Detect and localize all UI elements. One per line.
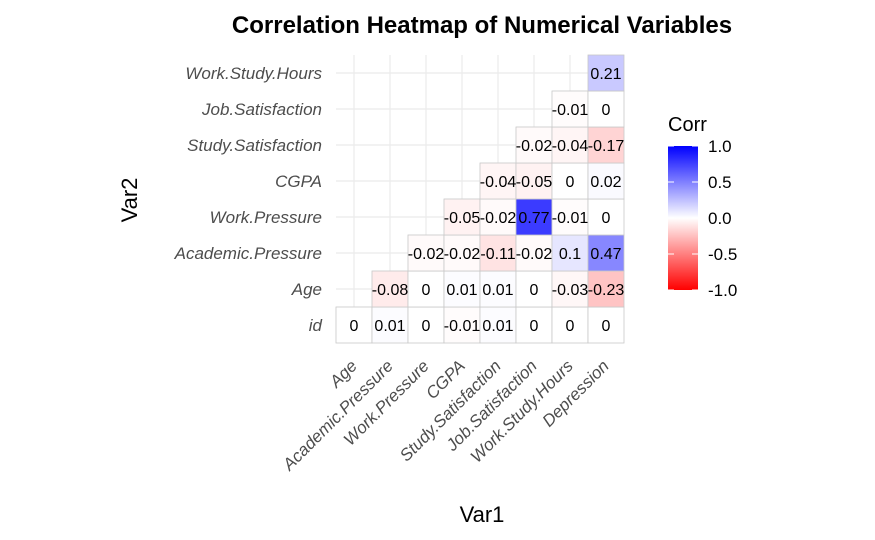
heatmap-cell — [371, 270, 409, 308]
cell-value-label: -0.02 — [516, 246, 553, 263]
cell-value-label: 0 — [602, 318, 611, 335]
y-tick-label: Study.Satisfaction — [187, 136, 322, 155]
cell-value-label: -0.05 — [516, 174, 553, 191]
legend-tick-label: 1.0 — [708, 137, 732, 156]
cell-value-label: 0.01 — [482, 282, 513, 299]
cell-value-label: -0.11 — [480, 246, 515, 263]
cell-value-label: 0 — [566, 318, 575, 335]
legend-tick-label: -1.0 — [708, 281, 737, 300]
heatmap-cell — [479, 162, 517, 200]
heatmap-cell — [587, 306, 625, 344]
heatmap-cell — [479, 306, 517, 344]
cell-value-label: -0.02 — [408, 246, 445, 263]
heatmap-cell — [587, 198, 625, 236]
y-tick-label: CGPA — [275, 172, 322, 191]
cell-value-label: 0.01 — [374, 318, 405, 335]
cell-value-label: 0 — [530, 318, 539, 335]
y-tick-label: Academic.Pressure — [174, 244, 322, 263]
cell-value-label: 0.21 — [590, 66, 621, 83]
heatmap-cell — [515, 306, 553, 344]
heatmap-cell — [335, 306, 373, 344]
cell-value-label: 0.01 — [482, 318, 513, 335]
heatmap-cell — [407, 234, 445, 272]
cell-value-label: -0.03 — [552, 282, 589, 299]
heatmap-cell — [479, 270, 517, 308]
heatmap-cell — [407, 270, 445, 308]
x-axis-title: Var1 — [460, 502, 505, 527]
x-tick-labels: AgeAcademic.PressureWork.PressureCGPAStu… — [278, 356, 612, 475]
cell-value-label: -0.04 — [552, 138, 589, 155]
legend: Corr 1.0 0.5 0.0 -0.5 -1.0 — [668, 114, 737, 300]
cell-value-label: -0.17 — [588, 138, 625, 155]
legend-tick-label: -0.5 — [708, 245, 737, 264]
legend-tick-label: 0.0 — [708, 209, 732, 228]
y-tick-label: Work.Pressure — [210, 208, 322, 227]
cell-value-label: -0.05 — [444, 210, 481, 227]
cell-value-label: 0.77 — [518, 210, 549, 227]
cell-value-label: -0.08 — [372, 282, 409, 299]
heatmap-cell — [407, 306, 445, 344]
y-tick-label: Age — [291, 280, 322, 299]
cell-value-label: -0.23 — [588, 282, 625, 299]
legend-ticks: 1.0 0.5 0.0 -0.5 -1.0 — [668, 137, 737, 300]
cell-value-label: 0 — [530, 282, 539, 299]
heatmap-cell — [515, 270, 553, 308]
cell-value-label: 0 — [350, 318, 359, 335]
cell-value-label: 0 — [422, 318, 431, 335]
heatmap-cell — [587, 270, 625, 308]
heatmap-cell — [587, 54, 625, 92]
heatmap-cells — [335, 54, 625, 344]
heatmap-cell — [515, 234, 553, 272]
cell-value-label: 0 — [602, 210, 611, 227]
cell-value-label: 0 — [566, 174, 575, 191]
y-tick-label: Work.Study.Hours — [185, 64, 322, 83]
heatmap-cell — [443, 198, 481, 236]
chart-title: Correlation Heatmap of Numerical Variabl… — [232, 12, 732, 39]
heatmap-cell — [587, 234, 625, 272]
heatmap-cell — [479, 198, 517, 236]
heatmap-cell — [551, 270, 589, 308]
y-axis-title: Var2 — [117, 178, 142, 223]
cell-value-label: -0.01 — [444, 318, 481, 335]
cell-value-label: -0.02 — [480, 210, 517, 227]
cell-value-label: 0.01 — [446, 282, 477, 299]
cell-value-label: -0.04 — [480, 174, 517, 191]
cell-value-label: 0 — [602, 102, 611, 119]
cell-value-label: 0.02 — [590, 174, 621, 191]
heatmap-cell — [515, 162, 553, 200]
cell-value-label: 0.47 — [590, 246, 621, 263]
cell-value-label: -0.01 — [552, 102, 589, 119]
legend-title: Corr — [668, 114, 707, 136]
heatmap-cell — [371, 306, 409, 344]
cell-value-label: -0.01 — [552, 210, 589, 227]
y-tick-labels: id Age Academic.Pressure Work.Pressure CGPA S… — [174, 64, 323, 335]
cell-value-label: 0 — [422, 282, 431, 299]
cell-value-label: -0.02 — [444, 246, 481, 263]
heatmap-cell — [587, 90, 625, 128]
cell-value-label: 0.1 — [559, 246, 581, 263]
heatmap-cell — [587, 162, 625, 200]
cell-labels: 0 0.01 0 -0.01 0.01 0 0 0-0.08 0 0.01 0.01 0 -0.03 -0… — [350, 66, 625, 335]
heatmap-cell — [551, 126, 589, 164]
legend-tick-label: 0.5 — [708, 173, 732, 192]
cell-value-label: -0.02 — [516, 138, 553, 155]
y-tick-label: Job.Satisfaction — [201, 100, 322, 119]
y-tick-label: id — [309, 316, 323, 335]
heatmap-cell — [551, 90, 589, 128]
